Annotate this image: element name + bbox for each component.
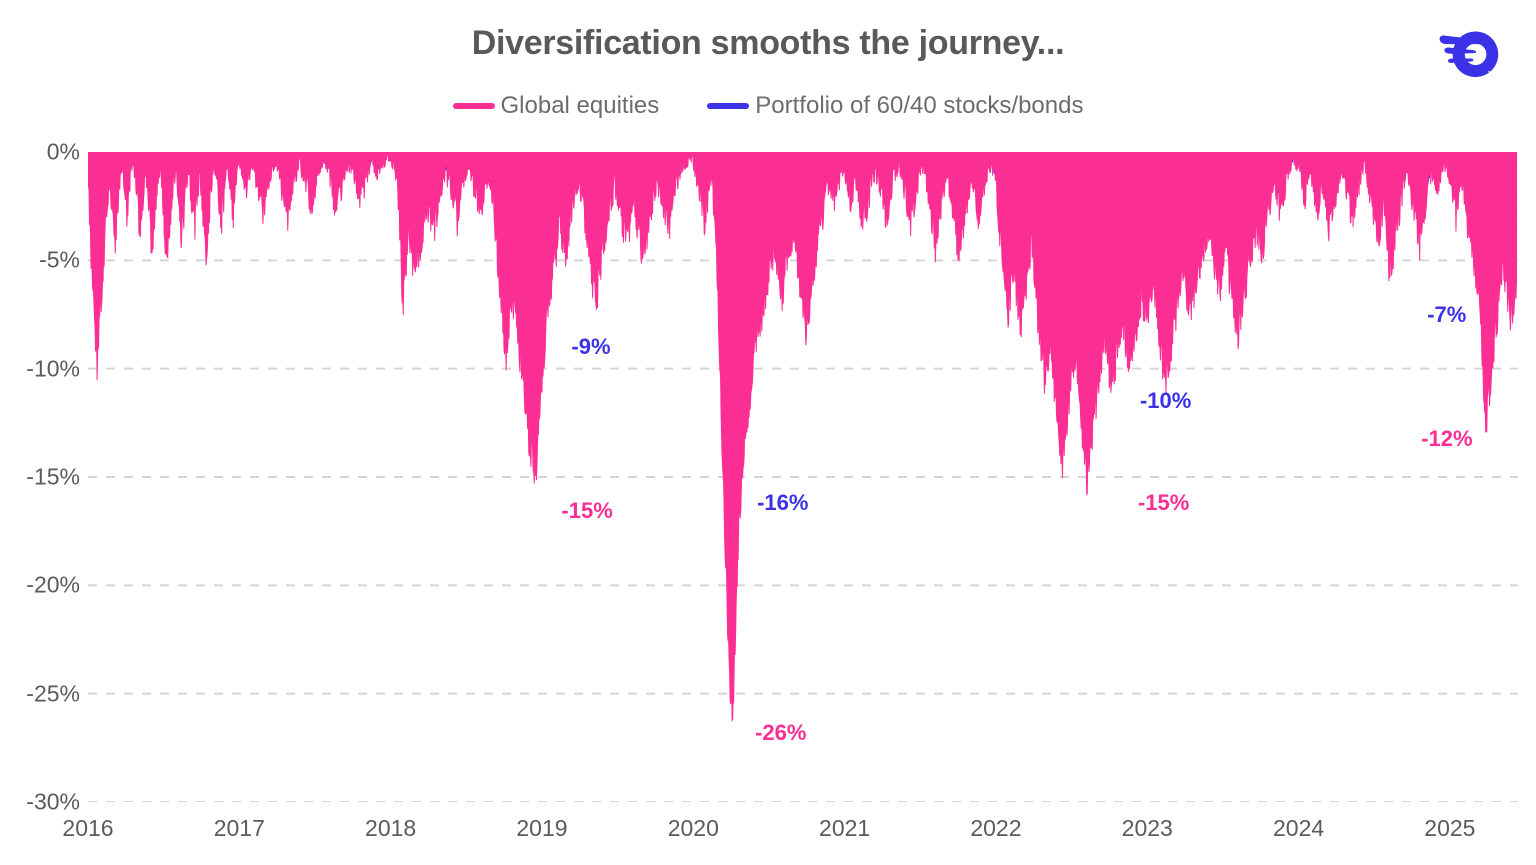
x-tick-label: 2019 (516, 815, 568, 841)
legend-swatch-equities (452, 103, 495, 109)
page-title: Diversification smooths the journey... (471, 24, 1065, 62)
y-axis: 0% -5% -10% -15% -20% -25% -30% (0, 139, 80, 815)
legend-swatch-portfolio (707, 103, 750, 109)
gridlines (88, 152, 1518, 802)
data-label-annotation: -26% (755, 720, 807, 745)
series-area-equities (88, 152, 1517, 722)
chart-legend: Global equities Portfolio of 60/40 stock… (0, 92, 1536, 120)
data-label-annotation: -7% (1427, 301, 1467, 327)
y-tick-label: -5% (39, 246, 80, 273)
x-tick-label: 2025 (1424, 815, 1476, 841)
data-label-annotation: -9% (571, 334, 611, 359)
legend-label-equities: Global equities (500, 92, 660, 119)
x-axis: 2016 2017 2018 2019 2020 2021 2022 2023 2024 2025 (62, 815, 1518, 855)
y-tick-label: -25% (26, 680, 80, 707)
x-tick-label: 2016 (62, 815, 114, 841)
data-label-annotation: -15% (561, 498, 613, 524)
x-tick-label: 2021 (819, 815, 871, 841)
data-label-annotation: -12% (1421, 425, 1473, 451)
data-label-annotation: -16% (757, 490, 809, 515)
x-tick-label: 2018 (365, 815, 417, 841)
data-label-annotation: -10% (1139, 388, 1192, 414)
legend-item-equities[interactable]: Global equities (452, 92, 660, 120)
x-tick-label: 2023 (1121, 815, 1173, 841)
series-layer (88, 152, 1517, 722)
y-tick-label: 0% (46, 138, 80, 165)
y-tick-label: -10% (26, 355, 80, 382)
x-tick-label: 2017 (213, 815, 265, 841)
x-tick-label: 2022 (970, 815, 1022, 841)
y-tick-label: -20% (26, 571, 80, 598)
x-tick-label: 2020 (667, 815, 719, 841)
y-tick-label: -15% (26, 463, 80, 490)
legend-item-portfolio[interactable]: Portfolio of 60/40 stocks/bonds (707, 92, 1083, 120)
winged-circle-logo-icon (1436, 25, 1508, 83)
y-tick-label: -30% (26, 788, 80, 815)
x-tick-label: 2024 (1272, 815, 1325, 841)
legend-label-portfolio: Portfolio of 60/40 stocks/bonds (755, 92, 1084, 119)
chart-svg (88, 152, 1518, 802)
plot-area (88, 152, 1518, 802)
data-label-annotation: -15% (1137, 490, 1190, 516)
